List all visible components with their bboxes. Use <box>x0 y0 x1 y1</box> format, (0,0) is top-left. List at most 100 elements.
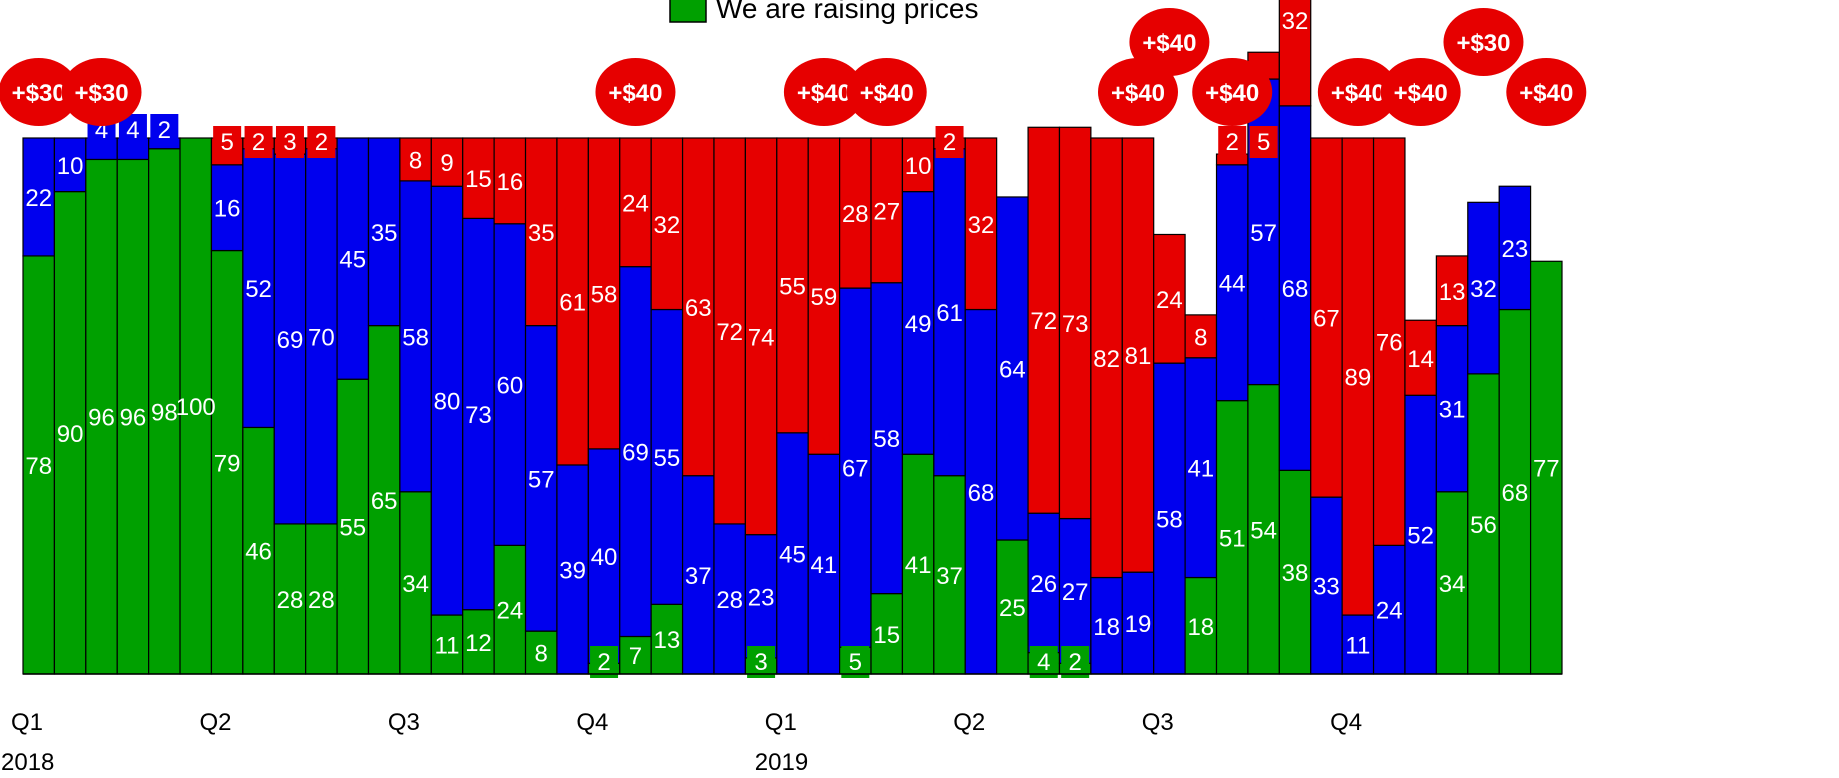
data-label-green: 18 <box>1187 614 1214 641</box>
bar-segment-blue <box>1310 496 1343 675</box>
data-label-blue: 69 <box>277 327 304 354</box>
bar-segment-green <box>305 523 338 675</box>
bar-segment-blue <box>1435 325 1469 493</box>
bar-segment-red <box>744 137 778 536</box>
data-labels-layer: 7822901096496498210079165465222869328702… <box>25 8 1560 678</box>
x-tick-label: Q1 <box>765 709 797 736</box>
data-label-box-red <box>307 126 336 158</box>
bars-layer <box>22 0 1563 675</box>
data-label-green: 77 <box>1533 456 1560 483</box>
data-label-red: 8 <box>1194 324 1207 351</box>
data-label-blue: 16 <box>214 196 241 223</box>
data-label-red: 58 <box>591 281 618 308</box>
annotation-bubble <box>783 58 864 126</box>
data-label-blue: 37 <box>685 563 712 590</box>
data-label-blue: 61 <box>936 300 963 327</box>
data-label-green: 28 <box>277 587 304 614</box>
data-label-green: 11 <box>435 633 460 660</box>
data-label-red: 15 <box>465 166 492 193</box>
bar-segment-red <box>1121 137 1155 573</box>
data-label-blue: 35 <box>371 220 398 247</box>
data-label-green: 90 <box>57 421 84 448</box>
data-label-box-blue <box>150 114 179 146</box>
data-label-red: 73 <box>1062 311 1089 338</box>
bar-segment-green <box>148 148 181 675</box>
data-label-blue: 58 <box>873 426 900 453</box>
data-label-red: 24 <box>622 190 649 217</box>
annotation-label: +$40 <box>1331 80 1385 107</box>
data-label-blue: 45 <box>339 247 366 274</box>
bar-segment-blue <box>964 308 998 675</box>
data-label-red: 89 <box>1344 365 1371 392</box>
data-label-red: 3 <box>283 129 296 156</box>
data-label-green: 56 <box>1470 512 1497 539</box>
x-tick-label: Q4 <box>576 709 608 736</box>
bar-segment-blue <box>744 534 778 659</box>
bar-segment-green <box>179 137 213 675</box>
data-label-red: 2 <box>1226 129 1239 156</box>
data-label-red: 28 <box>842 201 869 228</box>
legend: We are raising prices <box>669 0 978 24</box>
annotation-label: +$30 <box>74 80 128 107</box>
data-label-green: 100 <box>176 394 216 421</box>
bar-segment-green <box>901 453 935 675</box>
bar-segment-red <box>399 137 432 182</box>
bar-segment-blue <box>1498 185 1532 311</box>
data-label-red: 27 <box>873 198 900 225</box>
data-label-red: 32 <box>968 212 995 239</box>
data-label-blue: 58 <box>402 324 429 351</box>
data-label-box-red <box>244 126 273 158</box>
bar-segment-blue <box>399 180 432 493</box>
data-label-blue: 27 <box>1062 579 1089 606</box>
bar-segment-blue <box>1404 394 1437 675</box>
annotation-bubble <box>1192 58 1273 126</box>
data-label-blue: 64 <box>999 356 1026 383</box>
bar-segment-red <box>493 137 527 225</box>
price-annotations: +$30 +$30 +$40 +$40 +$40 +$40 +$40 +$40 +$40 +$40… <box>0 8 1587 126</box>
data-label-box-red <box>1218 126 1247 158</box>
x-tick-year-label: 2019 <box>755 749 808 776</box>
data-label-green: 41 <box>905 552 932 579</box>
data-label-blue: 52 <box>1407 523 1434 550</box>
data-label-blue: 49 <box>905 311 932 338</box>
data-label-blue: 80 <box>434 389 461 416</box>
data-label-red: 82 <box>1093 346 1120 373</box>
bar-segment-blue <box>273 153 307 525</box>
data-label-blue: 55 <box>654 445 681 472</box>
data-label-box-red <box>275 126 304 158</box>
data-label-blue: 32 <box>1470 276 1497 303</box>
data-label-box-green <box>747 646 776 678</box>
data-label-box-red <box>1249 126 1278 158</box>
bar-segment-green <box>242 426 275 675</box>
data-label-red: 24 <box>1156 287 1183 314</box>
data-label-green: 4 <box>1037 649 1050 676</box>
annotation-label: +$40 <box>1519 80 1573 107</box>
data-label-box-red <box>935 126 964 158</box>
data-label-blue: 11 <box>1345 633 1370 660</box>
data-label-red: 13 <box>1439 279 1466 306</box>
annotation-label: +$30 <box>12 80 66 107</box>
bar-segment-blue <box>1121 571 1155 675</box>
data-label-green: 24 <box>496 598 523 625</box>
data-label-green: 55 <box>339 515 366 542</box>
data-label-blue: 44 <box>1219 271 1246 298</box>
data-label-green: 2 <box>1068 649 1081 676</box>
bar-segment-blue <box>305 148 338 525</box>
x-tick-year-label: 2018 <box>1 749 54 776</box>
data-label-red: 8 <box>409 147 422 174</box>
bar-segment-red <box>1184 314 1218 359</box>
data-label-blue: 57 <box>1250 220 1277 247</box>
bar-segment-red <box>1153 233 1186 364</box>
data-label-green: 7 <box>629 643 642 670</box>
bar-segment-blue <box>1215 164 1249 402</box>
bar-segment-blue <box>1341 614 1375 675</box>
data-label-blue: 31 <box>1439 397 1466 424</box>
data-label-red: 72 <box>1030 308 1057 335</box>
data-label-green: 98 <box>151 399 178 426</box>
data-label-blue: 67 <box>842 456 869 483</box>
annotation-bubble <box>1380 58 1461 126</box>
data-label-blue: 39 <box>559 557 586 584</box>
annotation-bubble <box>1129 8 1210 76</box>
annotation-label: +$40 <box>860 80 914 107</box>
data-label-red: 72 <box>716 319 743 346</box>
